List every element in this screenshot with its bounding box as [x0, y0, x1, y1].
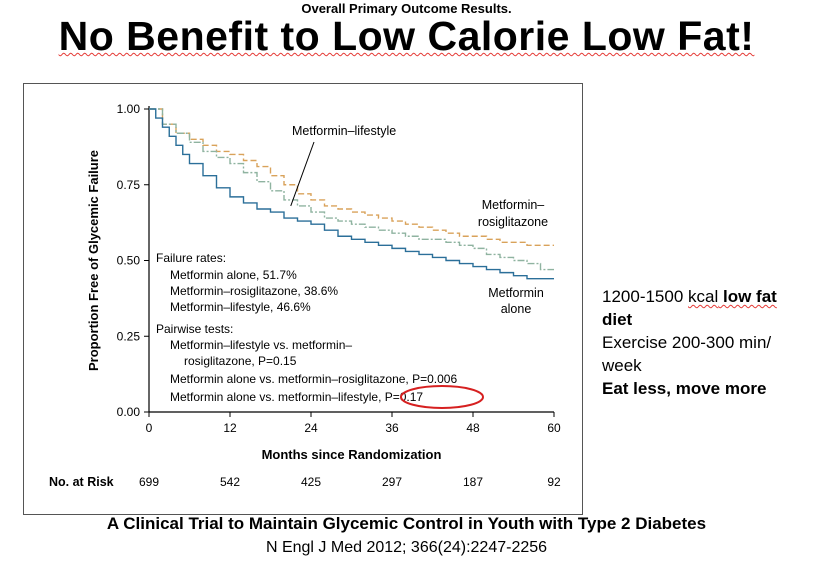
slide-subtitle: Overall Primary Outcome Results. — [301, 1, 512, 16]
x-tick-label: 12 — [223, 421, 237, 435]
chart-annotations: Failure rates: Metformin alone, 51.7% Metf… — [156, 251, 484, 409]
label-leader-line — [290, 141, 315, 207]
at-risk-value: 699 — [139, 475, 159, 489]
failure-rates-heading: Failure rates: — [156, 251, 226, 265]
label-metformin-alone-2: alone — [501, 302, 532, 316]
survival-figure: 0.00 0.25 0.50 0.75 1.00 0 12 24 36 48 60 Months si… — [23, 83, 583, 515]
pairwise-line: Metformin–lifestyle vs. metformin– — [170, 338, 352, 352]
at-risk-value: 187 — [463, 475, 483, 489]
y-tick-label: 0.25 — [117, 329, 141, 343]
slide-headline: No Benefit to Low Calorie Low Fat! — [58, 13, 755, 59]
pairwise-line: Metformin alone vs. metformin–rosiglitaz… — [170, 372, 457, 386]
side-line-3: Exercise 200-300 min/ — [602, 333, 772, 352]
at-risk-value: 297 — [382, 475, 402, 489]
at-risk-table: No. at Risk 699 542 425 297 187 92 — [49, 475, 561, 489]
highlight-circle — [400, 385, 484, 409]
y-tick-label: 1.00 — [117, 102, 141, 116]
citation-title: A Clinical Trial to Maintain Glycemic Co… — [106, 514, 707, 533]
label-metformin-lifestyle: Metformin–lifestyle — [292, 124, 396, 138]
chart-axes: 0.00 0.25 0.50 0.75 1.00 0 12 24 36 48 60 Months si… — [86, 102, 561, 462]
survival-chart: 0.00 0.25 0.50 0.75 1.00 0 12 24 36 48 60 Months si… — [49, 102, 561, 489]
at-risk-value: 92 — [547, 475, 561, 489]
series-line-metformin-lifestyle — [149, 108, 554, 271]
side-line-1-prefix: 1200-1500 — [602, 287, 689, 306]
x-tick-label: 0 — [146, 421, 153, 435]
citation-reference: N Engl J Med 2012; 366(24):2247-2256 — [265, 539, 548, 556]
x-tick-label: 60 — [547, 421, 561, 435]
series-line-metformin-alone — [149, 108, 554, 280]
failure-rate-line: Metformin–lifestyle, 46.6% — [170, 300, 311, 314]
x-axis-title: Months since Randomization — [262, 447, 442, 462]
side-line-5: Eat less, move more — [602, 379, 767, 398]
at-risk-value: 542 — [220, 475, 240, 489]
label-metformin-rosiglitazone: Metformin– — [482, 198, 545, 212]
x-tick-label: 24 — [304, 421, 318, 435]
side-line-1-kcal: kcal — [688, 287, 719, 306]
series-layer — [149, 108, 554, 280]
series-line-metformin-rosiglitazone — [149, 108, 554, 247]
x-tick-label: 36 — [385, 421, 399, 435]
side-line-1: 1200-1500 kcal low fat — [602, 285, 807, 308]
pairwise-heading: Pairwise tests: — [156, 322, 233, 336]
pairwise-line: Metformin alone vs. metformin–lifestyle,… — [170, 390, 423, 404]
side-line-2: diet — [602, 310, 633, 329]
label-metformin-alone: Metformin — [488, 286, 544, 300]
y-tick-label: 0.50 — [117, 254, 141, 268]
side-line-4: week — [602, 356, 642, 375]
failure-rate-line: Metformin alone, 51.7% — [170, 268, 297, 282]
y-tick-label: 0.00 — [117, 405, 141, 419]
pairwise-line: rosiglitazone, P=0.15 — [184, 354, 297, 368]
at-risk-label: No. at Risk — [49, 475, 114, 489]
side-line-1-bold: low fat — [718, 287, 777, 306]
y-tick-label: 0.75 — [117, 178, 141, 192]
y-axis-title: Proportion Free of Glycemic Failure — [86, 150, 101, 371]
at-risk-value: 425 — [301, 475, 321, 489]
series-labels: Metformin–lifestyle Metformin– rosiglitazo… — [290, 124, 548, 316]
side-notes: 1200-1500 kcal low fat diet Exercise 200… — [602, 285, 807, 400]
x-tick-label: 48 — [466, 421, 480, 435]
label-metformin-rosiglitazone-2: rosiglitazone — [478, 215, 548, 229]
failure-rate-line: Metformin–rosiglitazone, 38.6% — [170, 284, 338, 298]
